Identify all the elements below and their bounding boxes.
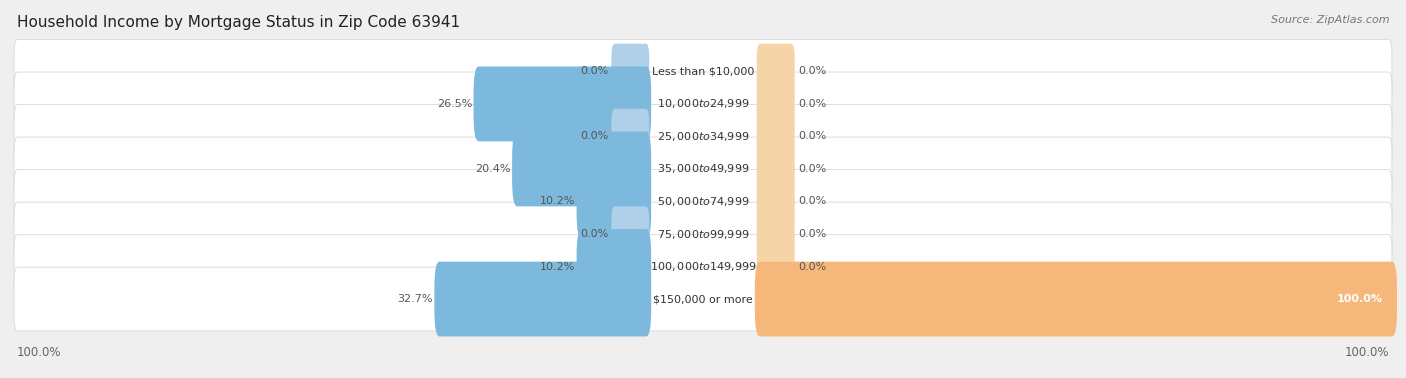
FancyBboxPatch shape [756,76,794,132]
Text: 10.2%: 10.2% [540,262,575,271]
Text: 0.0%: 0.0% [579,229,609,239]
Text: Household Income by Mortgage Status in Zip Code 63941: Household Income by Mortgage Status in Z… [17,15,460,30]
FancyBboxPatch shape [756,206,794,262]
FancyBboxPatch shape [14,105,1392,168]
FancyBboxPatch shape [755,262,1398,336]
Text: 0.0%: 0.0% [797,67,827,76]
Text: 100.0%: 100.0% [17,346,62,359]
Text: 10.2%: 10.2% [540,197,575,206]
Text: 100.0%: 100.0% [1337,294,1382,304]
FancyBboxPatch shape [14,72,1392,136]
FancyBboxPatch shape [512,132,651,206]
FancyBboxPatch shape [756,109,794,164]
FancyBboxPatch shape [576,229,651,304]
FancyBboxPatch shape [14,170,1392,233]
Text: 0.0%: 0.0% [797,132,827,141]
FancyBboxPatch shape [434,262,651,336]
Text: $50,000 to $74,999: $50,000 to $74,999 [657,195,749,208]
Text: 100.0%: 100.0% [1344,346,1389,359]
FancyBboxPatch shape [14,202,1392,266]
Text: 20.4%: 20.4% [475,164,510,174]
Text: 32.7%: 32.7% [398,294,433,304]
FancyBboxPatch shape [612,44,650,99]
FancyBboxPatch shape [576,164,651,239]
Text: 0.0%: 0.0% [797,262,827,271]
Text: $75,000 to $99,999: $75,000 to $99,999 [657,228,749,240]
Text: $10,000 to $24,999: $10,000 to $24,999 [657,98,749,110]
Text: $150,000 or more: $150,000 or more [654,294,752,304]
Text: 0.0%: 0.0% [579,67,609,76]
Text: 0.0%: 0.0% [797,164,827,174]
FancyBboxPatch shape [474,67,651,141]
Text: 26.5%: 26.5% [437,99,472,109]
FancyBboxPatch shape [612,206,650,262]
Text: 0.0%: 0.0% [797,197,827,206]
FancyBboxPatch shape [14,267,1392,331]
FancyBboxPatch shape [756,141,794,197]
Text: 0.0%: 0.0% [797,229,827,239]
FancyBboxPatch shape [756,44,794,99]
FancyBboxPatch shape [756,239,794,294]
Text: Source: ZipAtlas.com: Source: ZipAtlas.com [1271,15,1389,25]
FancyBboxPatch shape [14,137,1392,201]
FancyBboxPatch shape [756,174,794,229]
Text: 0.0%: 0.0% [797,99,827,109]
Text: Less than $10,000: Less than $10,000 [652,67,754,76]
FancyBboxPatch shape [612,109,650,164]
Text: 0.0%: 0.0% [579,132,609,141]
Text: $25,000 to $34,999: $25,000 to $34,999 [657,130,749,143]
FancyBboxPatch shape [14,235,1392,298]
Text: $35,000 to $49,999: $35,000 to $49,999 [657,163,749,175]
FancyBboxPatch shape [14,40,1392,103]
Text: $100,000 to $149,999: $100,000 to $149,999 [650,260,756,273]
